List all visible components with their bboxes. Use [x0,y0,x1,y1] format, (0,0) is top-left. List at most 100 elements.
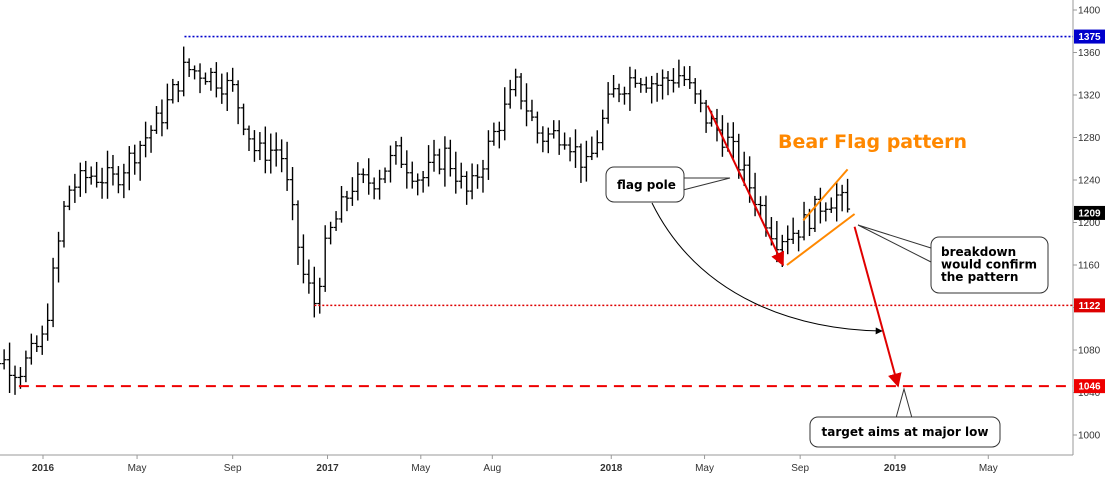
ohlc-bar [132,144,138,175]
ohlc-bar [578,143,584,183]
x-tick-label: May [979,463,998,474]
y-tick-label: 1320 [1078,91,1101,102]
curved-arrow [651,202,883,335]
ohlc-bar [377,169,383,200]
y-tick-label: 1160 [1078,261,1100,272]
ohlc-bar [393,141,399,165]
badge-bg [1074,379,1105,394]
price-badge-1375: 1375 [1074,29,1105,44]
callout-text-line: breakdown [941,245,1016,259]
ohlc-bar [317,277,323,314]
ohlc-bar [99,167,105,199]
ohlc-bar [110,154,116,186]
ohlc-bar [170,78,176,104]
ohlc-bar [208,67,214,91]
callout-pointer [857,224,932,263]
ohlc-bar [730,122,736,159]
ohlc-bar [670,68,676,93]
ohlc-bar [344,190,350,212]
ohlc-bar [627,66,633,111]
y-tick-label: 1200 [1078,218,1101,229]
ohlc-bar [126,146,132,191]
ohlc-bar [834,181,840,222]
ohlc-bar [594,130,600,158]
ohlc-bar [464,171,470,205]
ohlc-bar [447,139,453,177]
ohlc-bar [502,87,508,141]
x-tick-label: Sep [224,463,242,474]
ohlc-bar [251,130,257,162]
ohlc-bar [50,257,56,328]
ohlc-bar [382,167,388,184]
ohlc-bar [56,231,62,283]
x-tick-label: 2016 [32,463,55,474]
ohlc-bar [61,201,67,248]
y-tick-label: 1080 [1078,346,1101,357]
ohlc-bar [796,229,802,252]
badge-label: 1209 [1078,208,1101,219]
ohlc-bar [458,162,464,189]
y-tick-label: 1040 [1078,388,1101,399]
badge-bg [1074,205,1105,220]
ohlc-bar [45,303,51,341]
badge-label: 1122 [1079,301,1101,312]
chart-grid [0,0,1074,456]
ohlc-bar [654,72,660,102]
y-tick-label: 1360 [1078,48,1101,59]
ohlc-bar [7,342,13,394]
x-tick-label: May [411,463,430,474]
flag-pole-callout: flag pole [605,166,731,203]
x-tick-label: 2019 [884,463,907,474]
ohlc-bar [0,363,2,365]
ohlc-bar [246,125,252,152]
x-tick-label: Sep [791,463,809,474]
ohlc-bar [540,126,546,153]
ohlc-bar [632,69,638,88]
callout-box [809,416,1001,448]
ohlc-bar [790,217,796,244]
ohlc-bar [665,71,671,96]
ohlc-bar [431,139,437,172]
ohlc-bar [513,68,519,97]
callout-pointer [682,177,731,191]
ohlc-bar [197,63,203,94]
ohlc-bar [692,78,698,104]
ohlc-bar [23,350,29,383]
ohlc-bar [496,121,502,149]
ohlc-bar [638,77,644,93]
ohlc-bar [611,74,617,98]
ohlc-bar [159,99,165,137]
ohlc-bar [817,187,823,224]
ohlc-bar [72,173,78,203]
ohlc-bar [524,83,530,127]
ohlc-bar [34,335,40,352]
ohlc-bar [306,259,312,294]
ohlc-bar [66,185,72,211]
callout-text-line: the pattern [941,270,1018,284]
ohlc-bar [192,65,198,80]
ohlc-bar [355,162,361,201]
annotations-layer: 1375 1209 1122 1046 flag pole breakdownwould … [18,29,1105,448]
ohlc-bar [529,99,535,122]
ohlc-bar [469,163,475,200]
ohlc-bar [404,150,410,189]
y-tick-label: 1280 [1078,133,1101,144]
y-tick-label: 1240 [1078,176,1101,187]
ohlc-bar [186,58,192,77]
flag-channel-lower [786,213,856,266]
ohlc-bar [322,225,328,292]
ohlc-bar [88,166,94,185]
badge-label: 1046 [1078,382,1101,393]
ohlc-bar [339,186,345,223]
ohlc-bar [687,66,693,89]
ohlc-bar [583,140,589,182]
ohlc-bar [518,73,524,110]
y-axis: 1000104010801120116012001240128013201360… [1073,6,1101,442]
ohlc-bar [621,86,627,105]
ohlc-bar [534,111,540,144]
ohlc-bar [284,141,290,191]
ohlc-bar [839,184,845,212]
ohlc-bar [262,126,268,174]
ohlc-bar [681,66,687,87]
